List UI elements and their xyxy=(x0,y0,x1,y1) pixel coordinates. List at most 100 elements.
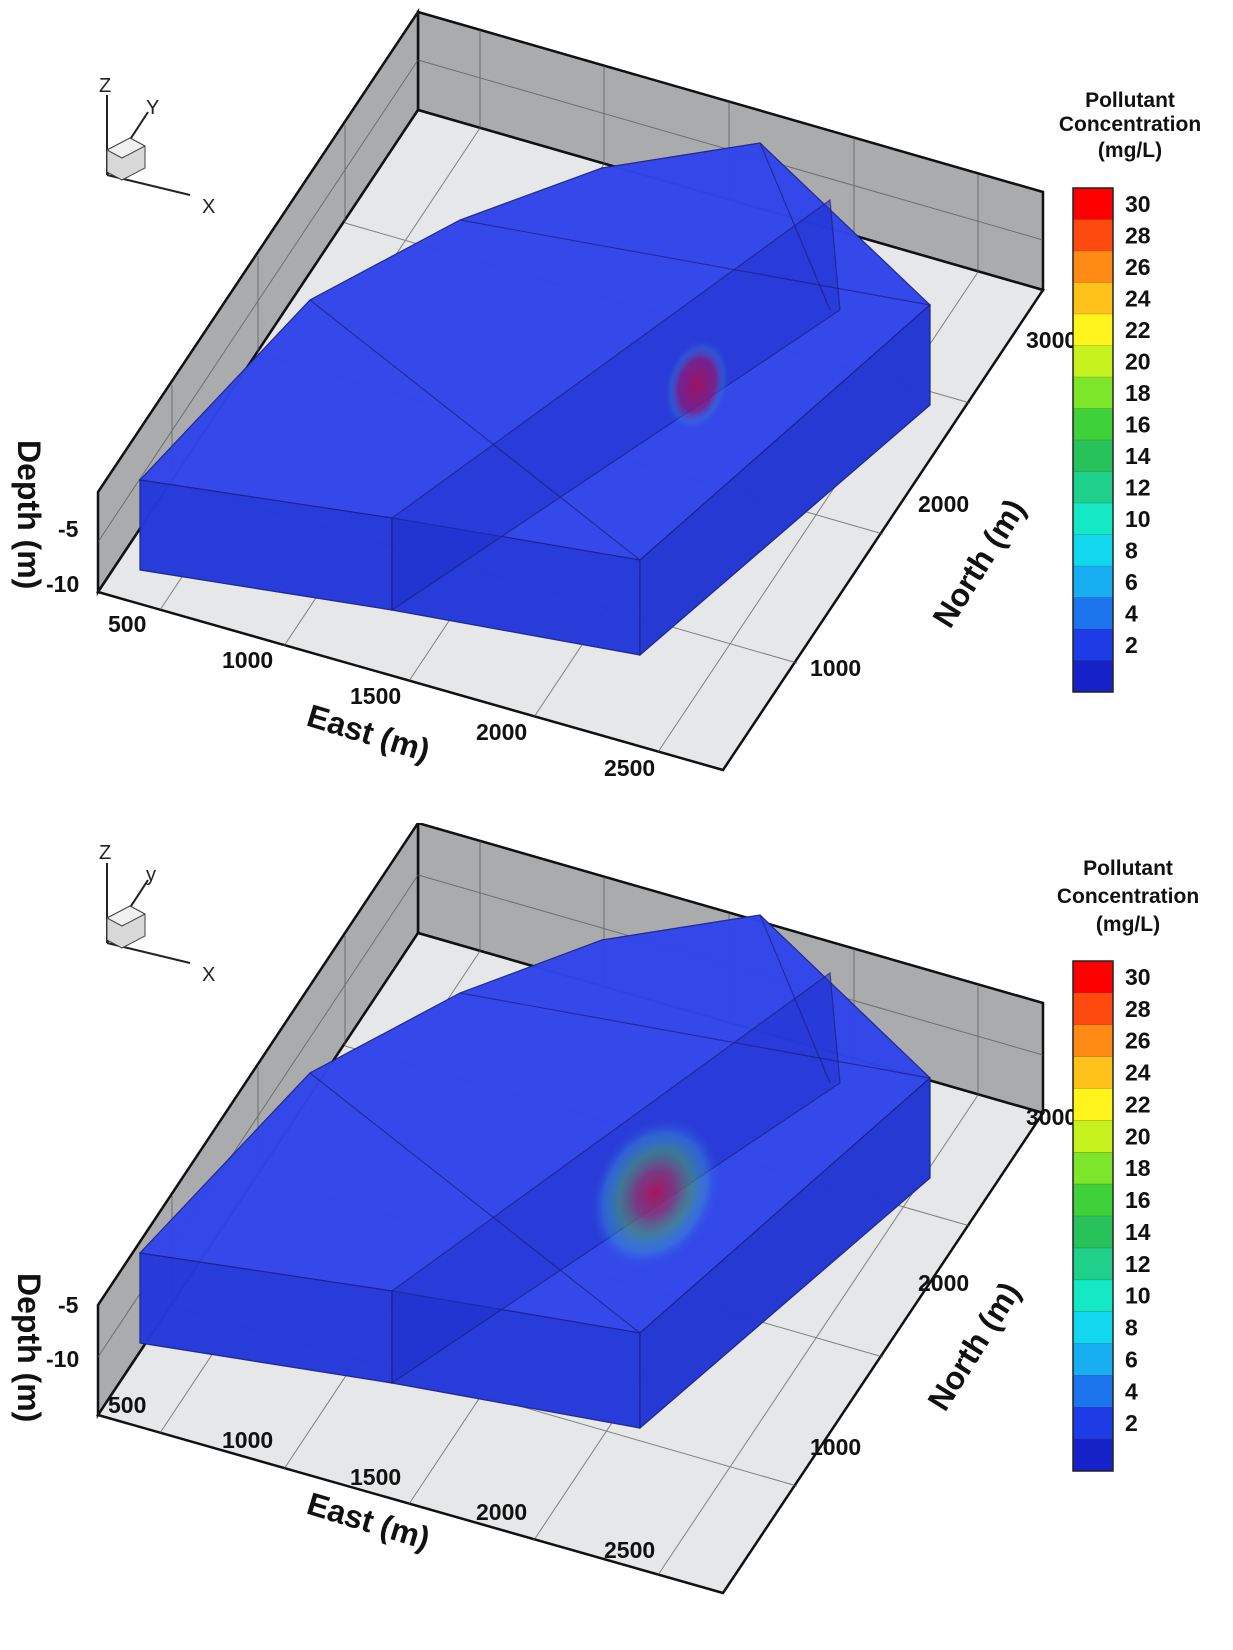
colorbar-label: 26 xyxy=(1125,1028,1151,1054)
colorbar-swatch xyxy=(1073,503,1113,535)
colorbar-frame xyxy=(1072,187,1114,693)
colorbar-swatch xyxy=(1073,282,1113,315)
east-tick-2000: 2000 xyxy=(476,1499,527,1525)
pollutant-plume xyxy=(588,1116,722,1270)
east-tick-1000: 1000 xyxy=(222,1427,273,1453)
triad-label-z: Z xyxy=(99,75,111,97)
colorbar-label: 24 xyxy=(1125,1060,1151,1086)
colorbar-swatch xyxy=(1073,408,1113,441)
colorbar-swatch xyxy=(1073,1311,1113,1345)
colorbar-swatch xyxy=(1073,471,1113,504)
east-tick-1500: 1500 xyxy=(350,1464,401,1490)
depth-tick-10: -10 xyxy=(46,1346,79,1372)
north-tick-3000: 3000 xyxy=(1026,327,1077,353)
colorbar-label: 10 xyxy=(1125,506,1151,532)
colorbar-swatches xyxy=(1072,187,1114,693)
colorbar-label: 22 xyxy=(1125,1091,1151,1117)
pollutant-plume xyxy=(663,337,731,433)
colorbar-swatch xyxy=(1073,660,1113,693)
colorbar-swatch xyxy=(1073,1152,1113,1185)
colorbar-label: 8 xyxy=(1125,537,1138,563)
colorbar-label: 18 xyxy=(1125,380,1151,406)
triad-label-x: X xyxy=(202,964,215,986)
colorbar-label: 28 xyxy=(1125,996,1151,1022)
colorbar-label: 2 xyxy=(1125,1410,1138,1436)
colorbar-swatch xyxy=(1073,1247,1113,1281)
model-body xyxy=(138,142,931,657)
triad-label-x: X xyxy=(202,196,215,218)
colorbar-label: 8 xyxy=(1125,1315,1138,1341)
colorbar-swatch xyxy=(1073,629,1113,661)
colorbar-label: 14 xyxy=(1125,1219,1151,1245)
colorbar-swatch xyxy=(1073,1056,1113,1090)
colorbar-title-line1: Pollutant xyxy=(1083,857,1173,880)
colorbar-title-line1: Pollutant xyxy=(1085,89,1175,112)
colorbar-swatch xyxy=(1073,440,1113,472)
colorbar-swatch xyxy=(1073,219,1113,252)
colorbar-title-line2: Concentration xyxy=(1057,885,1199,908)
colorbar-swatch xyxy=(1073,1343,1113,1376)
triad-label-y: y xyxy=(146,864,156,886)
colorbar-label: 30 xyxy=(1125,191,1151,217)
colorbar-label: 20 xyxy=(1125,1123,1151,1149)
colorbar-label: 12 xyxy=(1125,1251,1151,1277)
east-tick-2000: 2000 xyxy=(476,719,527,745)
colorbar-label: 6 xyxy=(1125,1346,1138,1372)
north-tick-2000: 2000 xyxy=(918,491,969,517)
figure-top: 500 1000 1500 2000 2500 1000 2000 3000 -… xyxy=(11,7,1201,781)
colorbar-label: 30 xyxy=(1125,964,1151,990)
colorbar-label: 6 xyxy=(1125,569,1138,595)
east-tick-1500: 1500 xyxy=(350,683,401,709)
panel-bottom: 500 1000 1500 2000 2500 1000 2000 3000 -… xyxy=(0,818,1233,1645)
east-tick-1000: 1000 xyxy=(222,647,273,673)
colorbar-swatch xyxy=(1073,1439,1113,1472)
colorbar-swatch xyxy=(1073,251,1113,283)
colorbar-label: 10 xyxy=(1125,1283,1151,1309)
colorbar-label: 24 xyxy=(1125,285,1151,311)
north-tick-3000: 3000 xyxy=(1026,1104,1077,1130)
colorbar-swatch xyxy=(1073,1120,1113,1153)
orientation-triad xyxy=(105,863,191,964)
colorbar-swatch xyxy=(1073,961,1113,994)
east-tick-2500: 2500 xyxy=(604,755,655,781)
depth-tick-5: -5 xyxy=(58,1292,79,1318)
colorbar-swatch xyxy=(1073,534,1113,567)
colorbar-label: 16 xyxy=(1125,411,1151,437)
colorbar-label: 26 xyxy=(1125,254,1151,280)
model-body xyxy=(138,914,931,1430)
colorbar-label: 16 xyxy=(1125,1187,1151,1213)
colorbar-label: 28 xyxy=(1125,222,1151,248)
colorbar-label: 2 xyxy=(1125,632,1138,658)
colorbar-swatch xyxy=(1073,314,1113,346)
east-tick-500: 500 xyxy=(108,1392,146,1418)
colorbar-labels: 30 28 26 24 22 20 18 16 14 12 10 8 6 4 2 xyxy=(1125,964,1151,1436)
colorbar-swatch xyxy=(1073,377,1113,409)
colorbar-swatch xyxy=(1073,1375,1113,1408)
figure-bottom: 500 1000 1500 2000 2500 1000 2000 3000 -… xyxy=(11,818,1199,1595)
colorbar-swatch xyxy=(1073,1279,1113,1313)
triad-label-z: Z xyxy=(99,842,111,864)
colorbar-swatches xyxy=(1072,960,1114,1472)
colorbar-swatch xyxy=(1073,1216,1113,1249)
colorbar-swatch xyxy=(1073,1088,1113,1121)
orientation-triad xyxy=(105,95,191,196)
north-axis-title: North (m) xyxy=(920,1276,1027,1417)
depth-tick-5: -5 xyxy=(58,516,79,542)
colorbar-swatch xyxy=(1073,1024,1113,1058)
depth-tick-10: -10 xyxy=(46,571,79,597)
colorbar-swatch xyxy=(1073,566,1113,598)
colorbar-label: 4 xyxy=(1125,600,1138,626)
north-tick-2000: 2000 xyxy=(918,1270,969,1296)
panel-top: 500 1000 1500 2000 2500 1000 2000 3000 -… xyxy=(0,0,1233,822)
colorbar-label: 20 xyxy=(1125,348,1151,374)
east-tick-2500: 2500 xyxy=(604,1537,655,1563)
colorbar-title-line3: (mg/L) xyxy=(1096,913,1160,936)
north-tick-1000: 1000 xyxy=(810,1434,861,1460)
colorbar-label: 14 xyxy=(1125,443,1151,469)
colorbar-title-line2: Concentration xyxy=(1059,113,1201,136)
colorbar-swatch xyxy=(1073,345,1113,378)
depth-axis-title: Depth (m) xyxy=(11,1273,47,1422)
colorbar-label: 22 xyxy=(1125,317,1151,343)
colorbar-title-line3: (mg/L) xyxy=(1098,139,1162,162)
colorbar-frame xyxy=(1072,960,1114,1472)
